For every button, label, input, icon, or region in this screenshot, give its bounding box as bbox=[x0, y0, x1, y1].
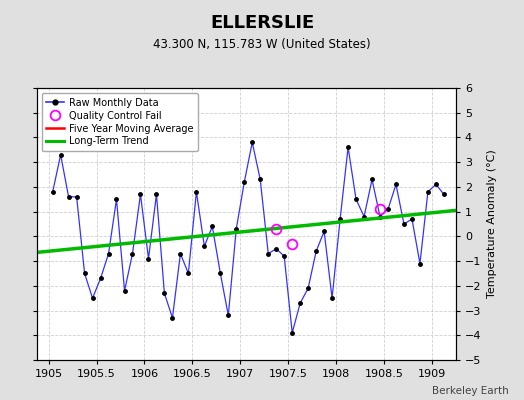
Text: 43.300 N, 115.783 W (United States): 43.300 N, 115.783 W (United States) bbox=[153, 38, 371, 51]
Legend: Raw Monthly Data, Quality Control Fail, Five Year Moving Average, Long-Term Tren: Raw Monthly Data, Quality Control Fail, … bbox=[41, 93, 198, 151]
Text: Berkeley Earth: Berkeley Earth bbox=[432, 386, 508, 396]
Y-axis label: Temperature Anomaly (°C): Temperature Anomaly (°C) bbox=[487, 150, 497, 298]
Text: ELLERSLIE: ELLERSLIE bbox=[210, 14, 314, 32]
